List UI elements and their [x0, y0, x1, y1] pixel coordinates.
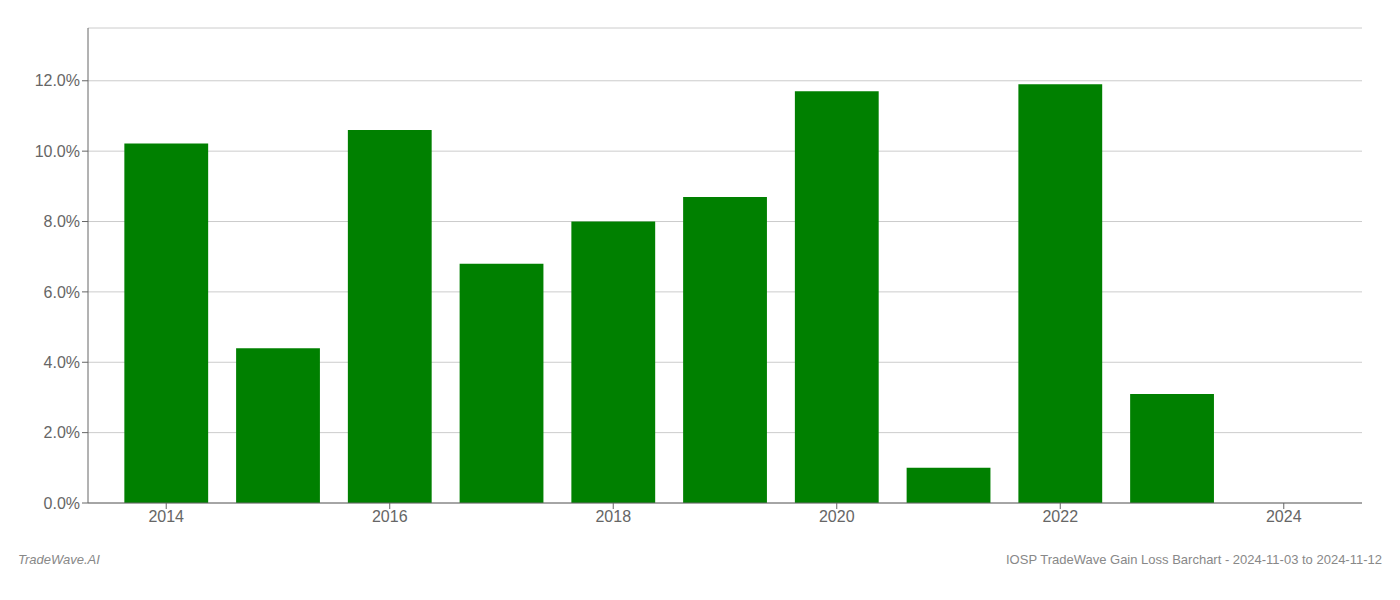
- html-text:IOSP TradeWave Gain Loss Barch: IOSP TradeWave Gain Loss Barchart - 2024…: [1006, 552, 1382, 567]
- svg-text:0.0%: 0.0%: [44, 495, 80, 512]
- svg-text:2016: 2016: [372, 508, 408, 525]
- svg-text:10.0%: 10.0%: [35, 143, 80, 160]
- svg-text:2018: 2018: [595, 508, 631, 525]
- html-text:TradeWave.AI: TradeWave.AI: [18, 552, 100, 567]
- svg-text:8.0%: 8.0%: [44, 213, 80, 230]
- svg-text:2024: 2024: [1266, 508, 1302, 525]
- svg-text:2.0%: 2.0%: [44, 424, 80, 441]
- svg-text:12.0%: 12.0%: [35, 72, 80, 89]
- svg-text:2020: 2020: [819, 508, 855, 525]
- svg-text:6.0%: 6.0%: [44, 284, 80, 301]
- svg-text:4.0%: 4.0%: [44, 354, 80, 371]
- svg-text:2014: 2014: [148, 508, 184, 525]
- svg-text:2022: 2022: [1042, 508, 1078, 525]
